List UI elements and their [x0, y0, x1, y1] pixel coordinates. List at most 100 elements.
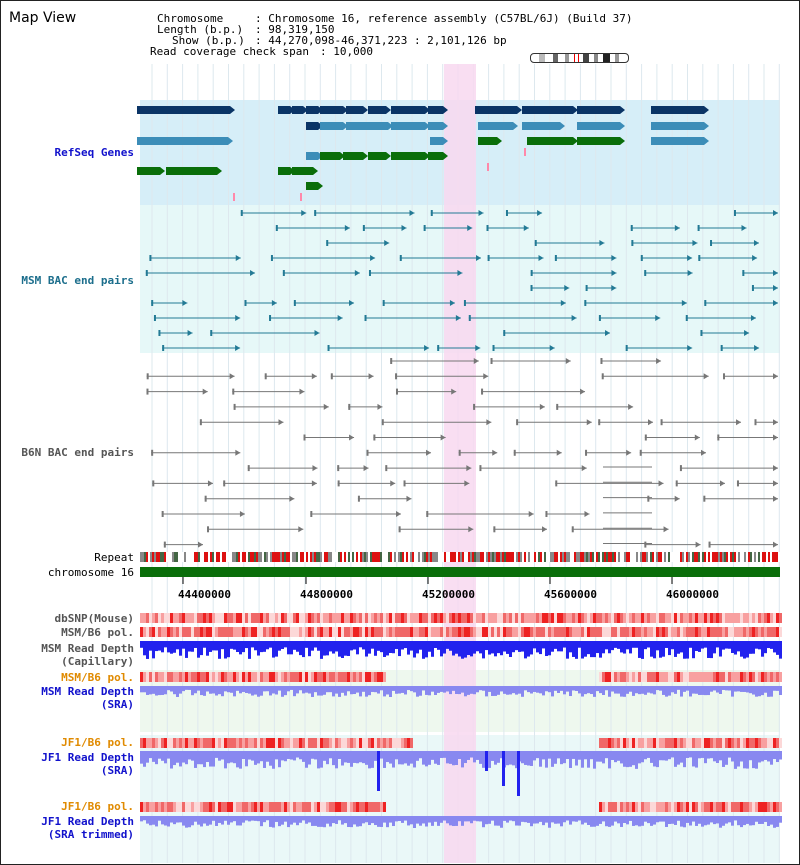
polymorphism-cell: [476, 627, 479, 637]
polymorphism-cell: [464, 613, 467, 623]
repeat-element: [576, 552, 578, 562]
msm-bac-pair-end: [752, 255, 758, 261]
repeat-element: [362, 552, 364, 562]
track-label-b6n-bac[interactable]: B6N BAC end pairs: [21, 446, 134, 459]
track-label-msm-depth-sra[interactable]: MSM Read Depth: [41, 685, 134, 698]
read-depth-bar: [332, 686, 335, 697]
repeat-element: [238, 552, 240, 562]
polymorphism-cell: [647, 672, 650, 682]
polymorphism-cell: [464, 627, 467, 637]
repeat-element: [532, 552, 534, 562]
b6n-bac-pair-end: [565, 358, 571, 364]
repeat-element: [222, 552, 224, 562]
polymorphism-cell: [356, 672, 359, 682]
polymorphism-cell: [335, 613, 338, 623]
msm-bac-pair-end: [162, 345, 165, 351]
repeat-element: [744, 552, 746, 562]
b6n-bac-pair-end: [204, 495, 207, 502]
polymorphism-cell: [215, 802, 218, 812]
track-label-jf1-depth-sra[interactable]: JF1 Read Depth: [41, 751, 134, 764]
polymorphism-cell: [212, 802, 215, 812]
refseq-gene: [166, 167, 217, 175]
b6n-bac-pair-end: [311, 373, 317, 380]
polymorphism-cell: [311, 627, 314, 637]
polymorphism-cell: [383, 738, 386, 748]
refseq-gene: [475, 106, 517, 114]
read-depth-bar: [671, 641, 674, 650]
read-depth-bar: [146, 816, 149, 824]
polymorphism-cell: [569, 613, 572, 623]
read-depth-bar: [455, 751, 458, 765]
repeat-element: [498, 552, 500, 562]
read-depth-bar: [398, 816, 401, 821]
read-depth-bar: [338, 816, 341, 821]
read-depth-bar: [155, 751, 158, 765]
msm-bac-pair-end: [314, 210, 317, 216]
axis-tick-label: 44400000: [178, 588, 231, 601]
polymorphism-cell: [320, 672, 323, 682]
read-depth-bar: [353, 641, 356, 650]
track-label-dbsnp[interactable]: dbSNP(Mouse): [54, 612, 134, 625]
polymorphism-cell: [743, 627, 746, 637]
polymorphism-cell: [176, 738, 179, 748]
track-label-msm-bac[interactable]: MSM BAC end pairs: [21, 274, 134, 287]
track-label-refseq[interactable]: RefSeq Genes: [54, 146, 134, 159]
polymorphism-cell: [314, 802, 317, 812]
polymorphism-cell: [227, 613, 230, 623]
polymorphism-cell: [680, 738, 683, 748]
track-label-msm-b6-pol[interactable]: MSM/B6 pol.: [61, 626, 134, 639]
polymorphism-cell: [767, 613, 770, 623]
track-label-msm-depth-capillary[interactable]: MSM Read Depth: [41, 642, 134, 655]
read-depth-bar: [653, 641, 656, 659]
gene-strand-arrow: [573, 137, 578, 145]
repeat-element: [204, 552, 206, 562]
read-depth-bar: [440, 816, 443, 823]
read-depth-bar: [641, 751, 644, 763]
read-depth-bar: [749, 686, 752, 694]
read-depth-bar: [638, 751, 641, 764]
track-label-msm-b6-pol-2[interactable]: MSM/B6 pol.: [61, 671, 134, 684]
read-depth-bar: [536, 641, 539, 653]
repeat-element: [380, 552, 382, 562]
read-depth-bar: [548, 751, 551, 759]
polymorphism-cell: [737, 613, 740, 623]
read-depth-bar: [431, 751, 434, 760]
polymorphism-cell: [254, 738, 257, 748]
polymorphism-cell: [209, 613, 212, 623]
polymorphism-cell: [200, 738, 203, 748]
read-depth-bar: [236, 641, 239, 652]
repeat-element: [548, 552, 550, 562]
polymorphism-cell: [512, 613, 515, 623]
track-label-jf1-b6-pol-2[interactable]: JF1/B6 pol.: [61, 800, 134, 813]
read-depth-bar: [212, 816, 215, 821]
msm-bac-pair-end: [301, 210, 307, 216]
read-depth-bar: [326, 751, 329, 765]
msm-bac-pair-end: [409, 210, 415, 216]
read-depth-bar: [731, 751, 734, 762]
polymorphism-cell: [158, 627, 161, 637]
track-label-jf1-depth-trimmed[interactable]: JF1 Read Depth: [41, 815, 134, 828]
read-depth-bar: [209, 641, 212, 652]
read-depth-bar: [383, 686, 386, 697]
read-depth-bar: [185, 751, 188, 765]
read-depth-bar: [275, 751, 278, 760]
polymorphism-cell: [356, 738, 359, 748]
polymorphism-cell: [656, 672, 659, 682]
read-depth-bar: [194, 816, 197, 822]
chromosome-ideogram[interactable]: [530, 53, 629, 63]
read-depth-bar: [518, 686, 521, 694]
read-depth-bar: [203, 686, 206, 696]
repeat-element: [236, 552, 238, 562]
b6n-bac-pair-end: [736, 419, 742, 426]
polymorphism-cell: [707, 802, 710, 812]
repeat-element: [190, 552, 192, 562]
repeat-element: [762, 552, 764, 562]
read-depth-bar: [740, 641, 743, 657]
gene-strand-arrow: [318, 182, 323, 190]
read-depth-bar: [239, 816, 242, 826]
polymorphism-cell: [617, 613, 620, 623]
track-label-jf1-b6-pol[interactable]: JF1/B6 pol.: [61, 736, 134, 749]
read-depth-bar: [248, 816, 251, 822]
polymorphism-cell: [677, 627, 680, 637]
